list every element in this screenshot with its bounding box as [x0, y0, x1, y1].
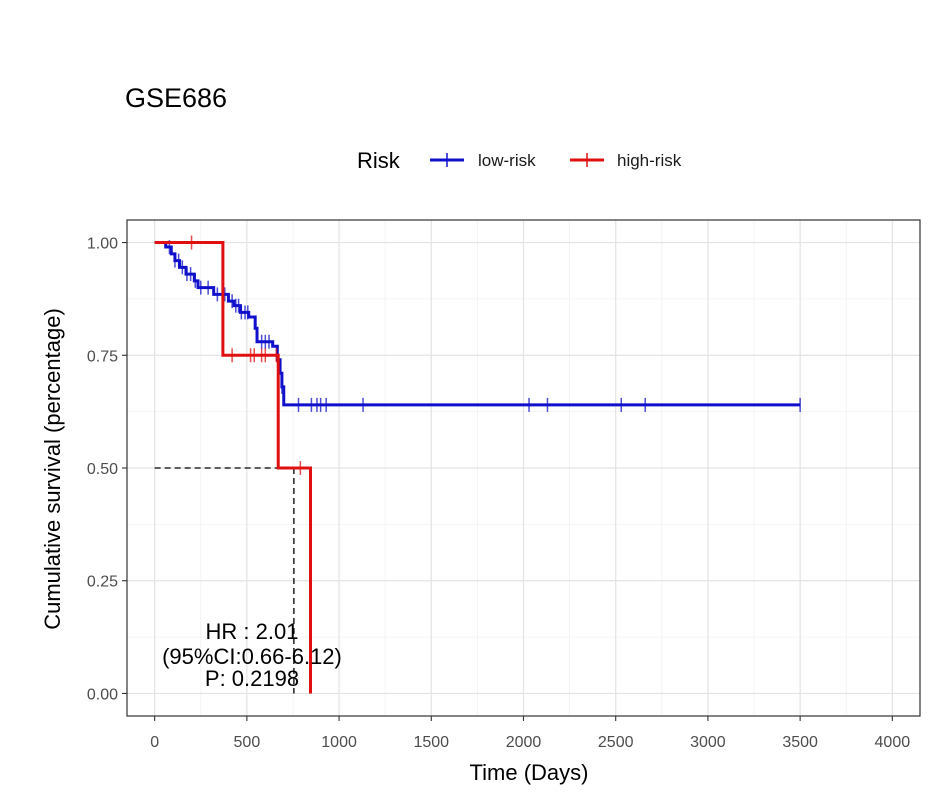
- x-tick-label: 3000: [690, 734, 726, 751]
- legend-item-high-risk: high-risk: [570, 151, 682, 170]
- annotation-line: P: 0.2198: [205, 666, 299, 691]
- plot-panel: [126, 219, 921, 717]
- annotation-line: HR : 2.01: [206, 619, 299, 644]
- x-tick-label: 2000: [506, 734, 542, 751]
- legend-title: Risk: [357, 148, 401, 173]
- hr-annotation: HR : 2.01(95%CI:0.66-6.12)P: 0.2198: [162, 619, 342, 691]
- y-tick-label: 0.25: [87, 574, 118, 591]
- x-tick-label: 1500: [413, 734, 449, 751]
- legend-label: high-risk: [617, 151, 682, 170]
- x-tick-label: 1000: [321, 734, 357, 751]
- legend-item-low-risk: low-risk: [430, 151, 536, 170]
- x-axis: 0 500 1000 1500 2000 2500 3000 3500 4000: [150, 716, 910, 751]
- y-axis-title: Cumulative survival (percentage): [40, 308, 65, 630]
- legend: Risk low-risk high-risk: [357, 148, 682, 173]
- x-tick-label: 0: [150, 734, 159, 751]
- series-high-risk: [154, 235, 312, 694]
- chart-title: GSE686: [125, 83, 227, 113]
- y-tick-label: 0.75: [87, 348, 118, 365]
- y-tick-label: 0.50: [87, 461, 118, 478]
- legend-label: low-risk: [478, 151, 536, 170]
- x-tick-label: 2500: [598, 734, 634, 751]
- x-tick-label: 500: [234, 734, 261, 751]
- y-tick-label: 1.00: [87, 236, 118, 253]
- annotation-line: (95%CI:0.66-6.12): [162, 644, 342, 669]
- y-axis: 0.00 0.25 0.50 0.75 1.00: [87, 236, 127, 703]
- y-tick-label: 0.00: [87, 686, 118, 703]
- survival-line-high-risk: [154, 241, 312, 694]
- x-tick-label: 4000: [875, 734, 911, 751]
- x-axis-title: Time (Days): [470, 760, 589, 785]
- x-tick-label: 3500: [782, 734, 818, 751]
